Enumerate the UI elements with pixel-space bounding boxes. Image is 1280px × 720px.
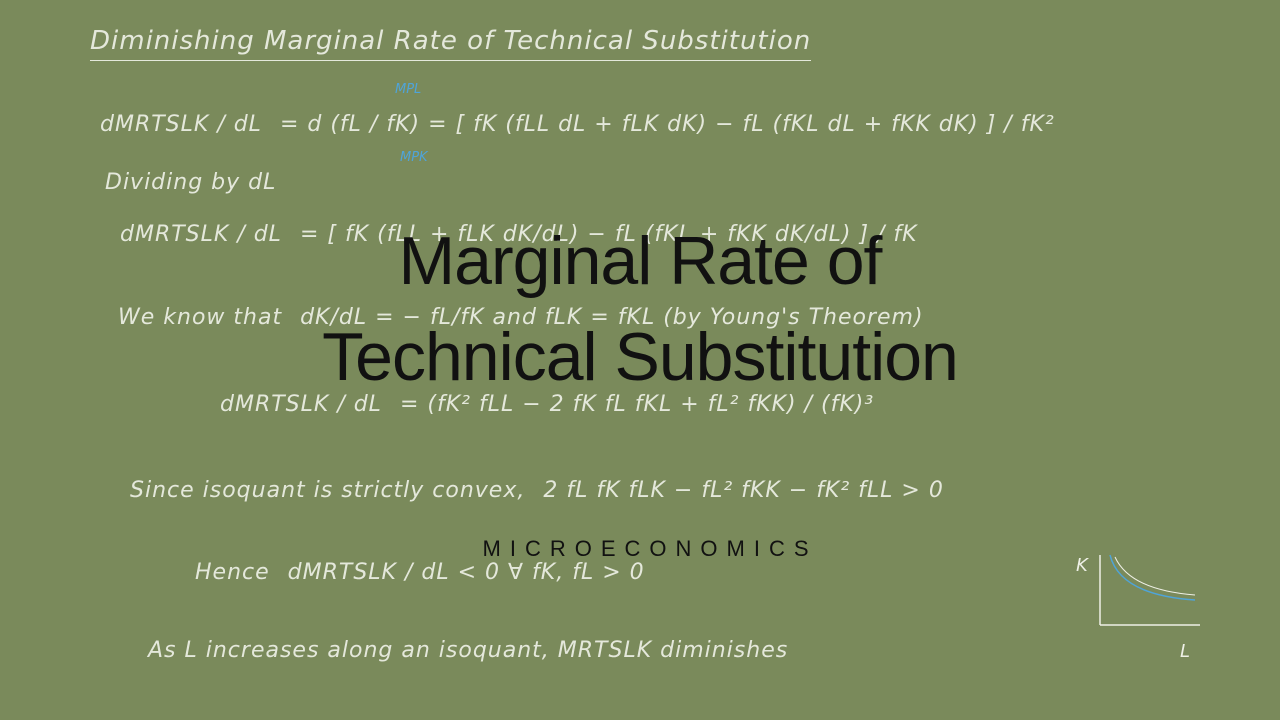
derivation-line: Dividing by dL <box>105 170 294 195</box>
title: Marginal Rate of <box>398 223 883 299</box>
derivation-line: Since isoquant is strictly convex, 2 fL f… <box>130 478 944 503</box>
expression-left: dMRTSLK / dL <box>120 222 282 247</box>
expression-left: As L increases along an isoquant, MRTSLK… <box>148 638 789 663</box>
expression-left: Hence <box>195 560 270 585</box>
expression-right: dK/dL = − fL/fK and fLK = fKL (by Young'… <box>300 305 924 330</box>
derivation-line: We know that dK/dL = − fL/fK and fLK = fK… <box>118 305 924 330</box>
expression-left: Since isoquant is strictly convex, <box>130 478 526 503</box>
subtitle: MICROECONOMICS <box>482 536 818 561</box>
derivation-line: As L increases along an isoquant, MRTSLK… <box>148 638 806 663</box>
expression-left: dMRTSLK / dL <box>100 112 262 137</box>
derivation-line: dMRTSLK / dL = (fK² fLL − 2 fK fL fKL + f… <box>220 392 874 417</box>
derivation-line: dMRTSLK / dL = [ fK (fLL + fLK dK/dL) − f… <box>120 222 918 247</box>
derivation-line: Hence dMRTSLK / dL < 0 ∀ fK, fL > 0 <box>195 560 645 585</box>
expression-right: = d (fL / fK) = [ fK (fLL dL + fLK dK) −… <box>279 112 1055 137</box>
annotation: MPK <box>400 150 428 165</box>
expression-left: Dividing by dL <box>105 170 277 195</box>
axis-label: L <box>1180 641 1190 662</box>
annotation: MPL <box>395 82 422 97</box>
axis-label: K <box>1076 555 1089 576</box>
title: Technical Substitution <box>322 319 959 395</box>
expression-left: We know that <box>118 305 283 330</box>
isoquant-graph: K L <box>1076 554 1200 662</box>
derivation-line: dMRTSLK / dL = d (fL / fK) = [ fK (fLL dL… <box>100 112 1055 137</box>
expression-right: dMRTSLK / dL < 0 ∀ fK, fL > 0 <box>287 560 645 585</box>
expression-left: dMRTSLK / dL <box>220 392 382 417</box>
expression-right: 2 fL fK fLK − fL² fKK − fK² fLL > 0 <box>543 478 944 503</box>
heading: Diminishing Marginal Rate of Technical S… <box>90 26 812 61</box>
expression-right: = [ fK (fLL + fLK dK/dL) − fL (fKL + fKK… <box>299 222 918 247</box>
expression-right: = (fK² fLL − 2 fK fL fKL + fL² fKK) / (f… <box>399 392 875 417</box>
